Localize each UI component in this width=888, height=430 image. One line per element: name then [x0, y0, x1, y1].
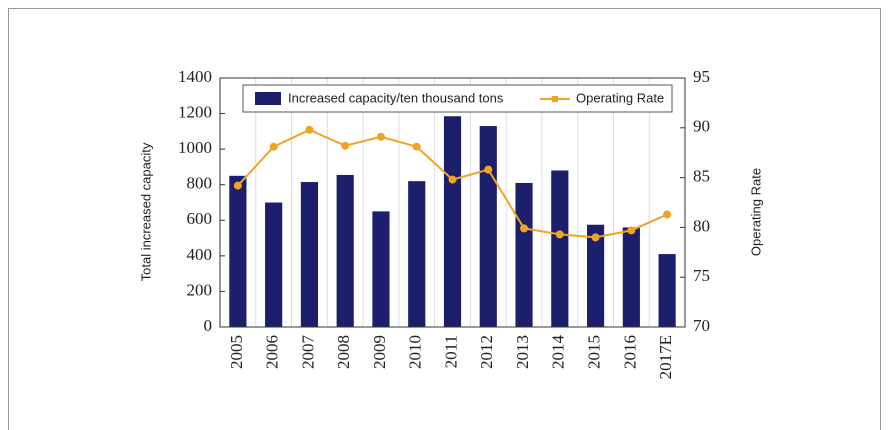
x-tick-label: 2011 [441, 335, 460, 368]
bar [551, 170, 569, 327]
bar [515, 182, 533, 327]
y2-tick-label: 75 [693, 266, 710, 285]
x-tick-label: 2010 [406, 335, 425, 369]
bar [479, 126, 497, 328]
y-tick-label: 800 [187, 174, 213, 193]
line-marker [663, 210, 672, 219]
x-tick-label: 2007 [298, 335, 317, 370]
y2-tick-label: 95 [693, 67, 710, 86]
y-tick-label: 1000 [178, 138, 212, 157]
y-tick-label: 1200 [178, 102, 212, 121]
plot-border [219, 77, 686, 328]
bar [443, 116, 462, 327]
line-marker [520, 224, 529, 233]
legend-label: Operating Rate [576, 90, 664, 105]
line-marker [269, 142, 278, 151]
bar [622, 227, 640, 327]
bar [336, 174, 354, 327]
x-tick-label: 2009 [370, 335, 389, 369]
y-tick-label: 0 [204, 316, 213, 335]
x-tick-label: 2005 [227, 335, 246, 369]
x-tick-label: 2012 [477, 335, 496, 369]
x-tick-label: 2006 [263, 335, 282, 369]
y-tick-label: 1400 [178, 67, 212, 86]
legend-label: Increased capacity/ten thousand tons [288, 90, 504, 105]
y-tick-label: 600 [187, 209, 213, 228]
bar [408, 181, 426, 327]
x-tick-label: 2017E [656, 335, 675, 379]
line-marker [448, 175, 457, 184]
bar [372, 211, 390, 327]
y-tick-label: 200 [187, 280, 213, 299]
bar [586, 224, 605, 327]
y-axis-label: Total increased capacity [138, 142, 153, 281]
line-marker [305, 125, 314, 134]
legend-box [242, 84, 673, 113]
frame [8, 8, 881, 430]
bar [300, 182, 319, 327]
bar [658, 254, 676, 327]
legend-swatch [255, 92, 281, 105]
bar [265, 202, 283, 327]
line-marker [376, 132, 385, 141]
bar [229, 175, 247, 327]
y-tick-label: 400 [187, 245, 213, 264]
y2-tick-label: 80 [693, 216, 710, 235]
x-tick-label: 2013 [513, 335, 532, 369]
line-marker [591, 233, 600, 242]
line-marker [484, 165, 493, 174]
x-tick-label: 2016 [620, 335, 639, 369]
legend-marker [552, 96, 558, 102]
line-marker [341, 141, 350, 150]
line-marker [233, 181, 242, 190]
x-tick-label: 2015 [584, 335, 603, 369]
y2-tick-label: 85 [693, 167, 710, 186]
x-tick-label: 2014 [549, 335, 568, 370]
line-marker [627, 226, 636, 235]
x-tick-label: 2008 [334, 335, 353, 369]
line-marker [412, 142, 421, 151]
y2-tick-label: 90 [693, 117, 710, 136]
y2-tick-label: 70 [693, 316, 710, 335]
y2-axis-label: Operating Rate [748, 168, 763, 256]
line-marker [555, 230, 564, 239]
